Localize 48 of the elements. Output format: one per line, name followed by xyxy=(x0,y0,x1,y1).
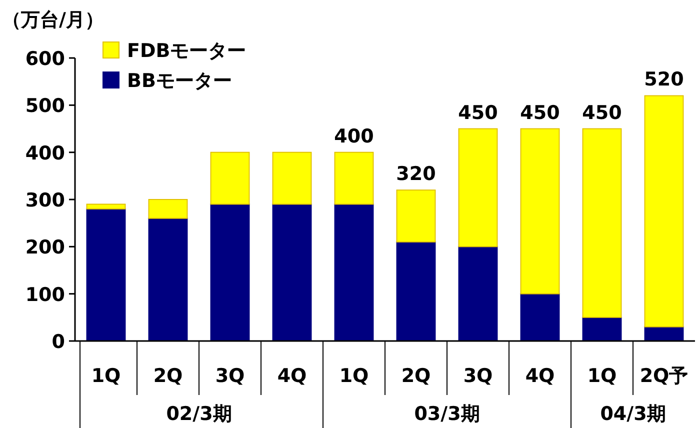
bar xyxy=(148,218,188,342)
bar xyxy=(582,316,622,342)
bar xyxy=(458,246,498,342)
y-tick-label: 300 xyxy=(25,190,65,212)
bar xyxy=(334,152,374,205)
x-tick-label: 1Q xyxy=(91,365,121,387)
bar xyxy=(148,199,188,219)
x-tick-label: 2Q xyxy=(401,365,431,387)
x-tick-label: 4Q xyxy=(525,365,555,387)
y-tick-label: 400 xyxy=(25,142,65,164)
y-tick-label: 0 xyxy=(52,331,65,353)
bar xyxy=(210,152,250,205)
bar xyxy=(272,152,312,205)
x-tick-label: 1Q xyxy=(339,365,369,387)
bar xyxy=(210,204,250,342)
legend-label: FDBモーター xyxy=(127,40,246,62)
bar xyxy=(458,128,498,248)
bar xyxy=(396,190,436,242)
y-tick-label: 100 xyxy=(25,284,65,306)
x-tick-label: 1Q xyxy=(587,365,617,387)
y-axis-title: （万台/月） xyxy=(2,9,104,31)
total-label: 450 xyxy=(582,102,622,124)
y-tick-label: 200 xyxy=(25,236,65,259)
x-tick-label: 3Q xyxy=(215,365,245,387)
total-label: 320 xyxy=(396,163,436,186)
bar xyxy=(86,204,126,210)
legend-label: BBモーター xyxy=(127,70,232,92)
total-label: 450 xyxy=(458,102,498,124)
bar xyxy=(86,208,126,342)
bar xyxy=(644,95,684,328)
total-label: 520 xyxy=(644,68,684,91)
bar xyxy=(272,204,312,342)
bar xyxy=(396,241,436,342)
text: 04/3期 xyxy=(600,403,666,425)
text: 02/3期 xyxy=(166,403,232,425)
x-tick-label: 2Q xyxy=(153,365,183,387)
y-tick-label: 600 xyxy=(25,48,65,70)
x-tick-label: 4Q xyxy=(277,365,307,387)
bar xyxy=(334,204,374,342)
x-tick-label: 3Q xyxy=(463,365,493,387)
y-tick-label: 500 xyxy=(25,95,65,118)
total-label: 400 xyxy=(334,125,374,148)
total-label: 450 xyxy=(520,102,560,124)
bar xyxy=(582,128,622,318)
x-tick-label: 2Q予 xyxy=(640,365,688,387)
bar xyxy=(520,293,560,342)
bar xyxy=(520,128,560,294)
text: 03/3期 xyxy=(414,403,480,425)
